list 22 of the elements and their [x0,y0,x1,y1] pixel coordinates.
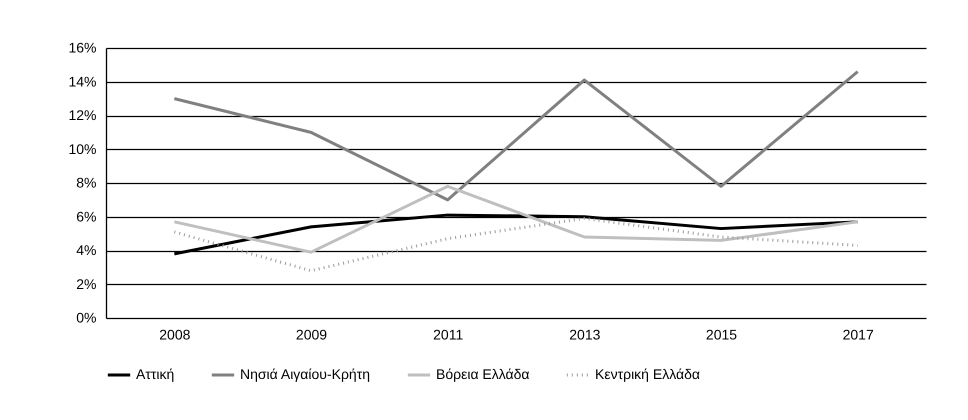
y-tick-label: 2% [76,276,96,292]
y-tick-label: 10% [68,140,96,157]
y-tick-label: 0% [76,310,96,326]
y-tick-label: 16% [68,40,96,56]
x-tick-label: 2017 [842,326,874,342]
x-tick-label: 2009 [296,326,328,342]
x-tick-label: 2011 [433,326,464,342]
legend-label: Βόρεια Ελλάδα [436,366,530,382]
x-tick-label: 2015 [706,326,738,342]
legend-label: Νησιά Αιγαίου-Κρήτη [240,366,370,382]
line-series [172,70,860,202]
y-tick-label: 12% [68,107,96,123]
y-tick-label: 6% [76,208,96,224]
line-series [172,216,860,272]
y-tick-label: 14% [68,73,96,90]
x-tick-label: 2013 [569,326,601,342]
line-series [172,184,860,254]
legend-label: Αττική [136,366,174,382]
y-tick-label: 8% [76,174,96,190]
x-tick-label: 2008 [159,326,191,342]
y-tick-label: 4% [76,242,96,258]
legend-label: Κεντρική Ελλάδα [595,366,700,382]
